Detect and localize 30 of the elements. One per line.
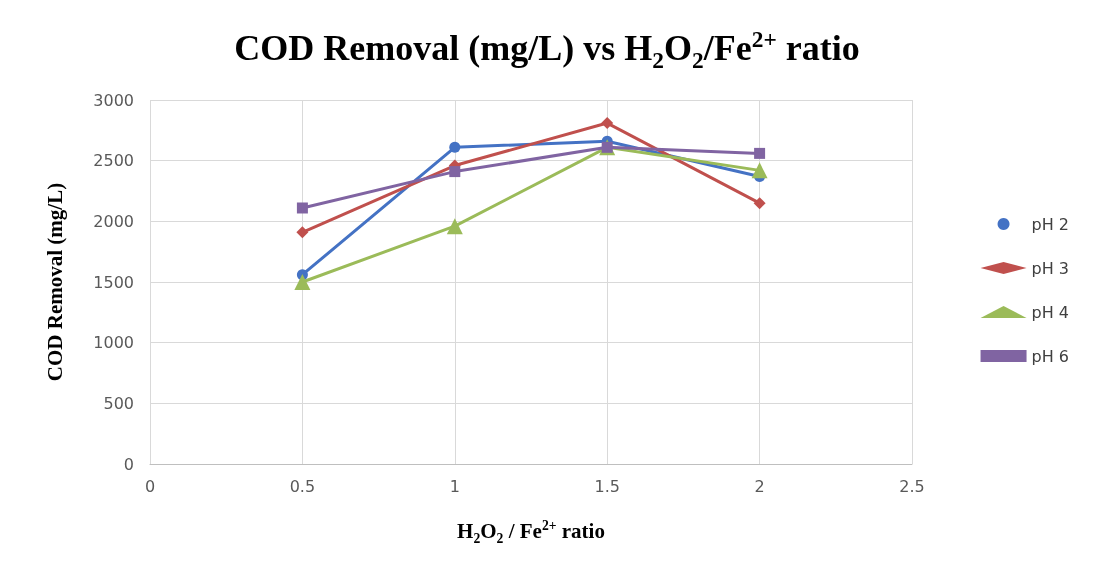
x-tick-label: 2.5 [899, 476, 925, 496]
point [296, 202, 308, 214]
legend-label: pH 3 [1031, 258, 1069, 278]
y-tick-label: 2000 [93, 211, 134, 231]
legend-label: pH 2 [1031, 214, 1069, 234]
point [601, 117, 614, 130]
x-tick-label: 1 [449, 476, 460, 496]
x-tick-label: 0.5 [289, 476, 316, 496]
x-axis-title: H$_{2}$O$_{2}$ / Fe$^{2+}$ ratio [456, 518, 606, 548]
point [296, 226, 309, 239]
chart-title: COD Removal (mg/L) vs H$_{2}$O$_{2}$/Fe$^{2+}$ ratio [233, 26, 861, 75]
point [753, 197, 766, 210]
y-tick-label: 2500 [93, 151, 134, 171]
y-tick-label: 500 [103, 393, 134, 413]
point [294, 274, 311, 290]
point [754, 147, 766, 159]
y-tick-label: 1000 [93, 333, 134, 353]
point [751, 162, 768, 179]
x-tick-label: 1.5 [594, 476, 620, 496]
x-tick-label: 2 [754, 476, 765, 496]
legend-label: pH 6 [1031, 346, 1069, 366]
point [449, 166, 461, 178]
legend-label: pH 4 [1031, 302, 1069, 322]
point [449, 141, 461, 153]
x-tick-label: 0 [144, 476, 156, 496]
y-tick-label: 0 [123, 454, 134, 474]
y-tick-label: 3000 [93, 90, 134, 110]
point [446, 218, 463, 235]
y-tick-label: 1500 [93, 272, 134, 292]
y-axis-title: COD Removal (mg/L) [42, 182, 67, 382]
